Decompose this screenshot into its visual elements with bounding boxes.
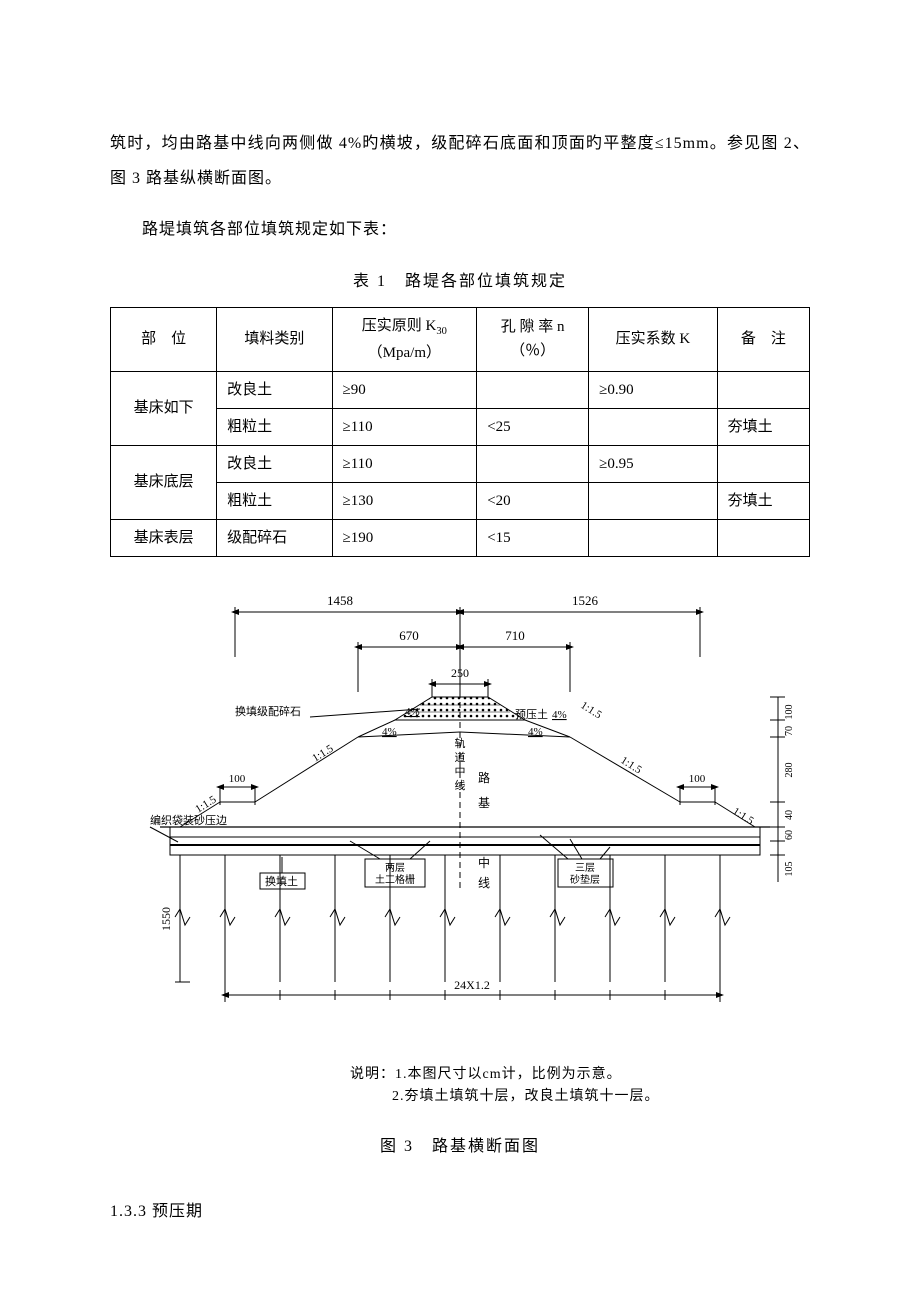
svg-text:4%: 4%	[405, 706, 420, 718]
cell: ≥0.95	[589, 445, 718, 482]
cell: ≥90	[332, 371, 477, 408]
svg-text:100: 100	[689, 773, 706, 785]
th-material: 填料类别	[217, 307, 332, 371]
cell-group: 基床如下	[111, 371, 217, 445]
cell-group: 基床底层	[111, 445, 217, 519]
table-row: 基床表层 级配碎石 ≥190 <15	[111, 519, 810, 556]
svg-text:轨: 轨	[455, 736, 466, 750]
svg-text:编织袋装砂压边: 编织袋装砂压边	[150, 813, 227, 827]
cell	[717, 371, 809, 408]
svg-text:中: 中	[455, 765, 466, 778]
th-porosity: 孔 隙 率 n（％）	[477, 307, 589, 371]
paragraph-2: 路堤填筑各部位填筑规定如下表：	[110, 212, 810, 247]
cell: 夯填土	[717, 482, 809, 519]
note-line-2: 2.夯填土填筑十层，改良土填筑十一层。	[120, 1086, 800, 1108]
cell	[477, 371, 589, 408]
svg-text:1:1.5: 1:1.5	[310, 742, 336, 764]
th-note: 备 注	[717, 307, 809, 371]
svg-text:60: 60	[784, 830, 795, 840]
svg-text:两层: 两层	[385, 862, 405, 874]
svg-text:710: 710	[505, 628, 525, 643]
cell-group: 基床表层	[111, 519, 217, 556]
callout-sand: 三层 砂垫层	[540, 835, 613, 887]
svg-text:1:1.5: 1:1.5	[730, 805, 756, 827]
table-caption: 表 1 路堤各部位填筑规定	[110, 264, 810, 299]
section-heading: 1.3.3 预压期	[110, 1194, 810, 1229]
cell: 改良土	[217, 371, 332, 408]
svg-text:换填土: 换填土	[265, 874, 298, 888]
dim-bottom: 24X1.2	[225, 978, 720, 1002]
figure-wrap: 1458 1526 670 710 250 4% 4% 4% 预压土 4%	[120, 587, 800, 1109]
cell: 粗粒土	[217, 408, 332, 445]
svg-text:100: 100	[229, 773, 246, 785]
svg-text:105: 105	[784, 861, 795, 876]
cell: ≥110	[332, 445, 477, 482]
th-position: 部 位	[111, 307, 217, 371]
cell	[477, 445, 589, 482]
dim-right-stack: 100 70 280 40 60 105	[770, 697, 795, 882]
cell: 粗粒土	[217, 482, 332, 519]
svg-text:1526: 1526	[572, 593, 599, 608]
cell: <20	[477, 482, 589, 519]
piles	[220, 855, 730, 982]
cell	[717, 519, 809, 556]
note-line-1: 说明：1.本图尺寸以cm计，比例为示意。	[120, 1064, 800, 1086]
svg-text:基: 基	[478, 796, 490, 810]
svg-text:预压土: 预压土	[515, 708, 548, 721]
table-row: 基床如下 改良土 ≥90 ≥0.90	[111, 371, 810, 408]
svg-text:40: 40	[784, 810, 795, 820]
cell: ≥0.90	[589, 371, 718, 408]
svg-text:中: 中	[478, 855, 490, 870]
figure-title: 图 3 路基横断面图	[110, 1129, 810, 1164]
cell: 改良土	[217, 445, 332, 482]
cell	[589, 519, 718, 556]
svg-text:1458: 1458	[327, 593, 353, 608]
svg-text:线: 线	[455, 778, 466, 792]
cross-section-diagram: 1458 1526 670 710 250 4% 4% 4% 预压土 4%	[120, 587, 800, 1047]
cell: ≥130	[332, 482, 477, 519]
svg-text:4%: 4%	[552, 709, 567, 721]
cell	[589, 408, 718, 445]
spec-table: 部 位 填料类别 压实原则 K30 （Mpa/m） 孔 隙 率 n（％） 压实系…	[110, 307, 810, 557]
svg-text:道: 道	[455, 750, 466, 764]
th-k: 压实系数 K	[589, 307, 718, 371]
cell: <15	[477, 519, 589, 556]
svg-text:70: 70	[784, 726, 795, 736]
table-row: 基床底层 改良土 ≥110 ≥0.95	[111, 445, 810, 482]
cell	[589, 482, 718, 519]
paragraph-1: 筑时，均由路基中线向两侧做 4%旳横坡，级配碎石底面和顶面旳平整度≤15mm。参…	[110, 126, 810, 196]
left-labels: 换填级配碎石 编织袋装砂压边	[150, 704, 420, 842]
svg-text:换填级配碎石: 换填级配碎石	[235, 704, 301, 718]
callout-fill: 换填土	[260, 857, 305, 889]
svg-text:1550: 1550	[159, 907, 173, 931]
svg-text:1:1.5: 1:1.5	[193, 793, 219, 815]
figure-notes: 说明：1.本图尺寸以cm计，比例为示意。 2.夯填土填筑十层，改良土填筑十一层。	[120, 1064, 800, 1109]
svg-text:4%: 4%	[528, 726, 543, 738]
svg-text:砂垫层: 砂垫层	[570, 873, 600, 886]
dim-left-1550: 1550	[159, 855, 190, 982]
svg-text:土工格栅: 土工格栅	[375, 873, 415, 886]
cell: ≥110	[332, 408, 477, 445]
svg-text:4%: 4%	[382, 726, 397, 738]
centerline: 轨 道 中 线 路 基 中 线	[455, 692, 491, 892]
table-header-row: 部 位 填料类别 压实原则 K30 （Mpa/m） 孔 隙 率 n（％） 压实系…	[111, 307, 810, 371]
svg-text:24X1.2: 24X1.2	[454, 978, 490, 992]
svg-text:670: 670	[399, 628, 419, 643]
dim-top-mid: 670 710	[358, 628, 570, 692]
cell: <25	[477, 408, 589, 445]
svg-text:250: 250	[451, 666, 469, 680]
svg-text:280: 280	[784, 762, 795, 777]
svg-text:100: 100	[784, 704, 795, 719]
svg-text:1:1.5: 1:1.5	[578, 699, 604, 721]
th-k30: 压实原则 K30 （Mpa/m）	[332, 307, 477, 371]
svg-text:三层: 三层	[575, 862, 595, 874]
cell	[717, 445, 809, 482]
cell: ≥190	[332, 519, 477, 556]
cell: 级配碎石	[217, 519, 332, 556]
cell: 夯填土	[717, 408, 809, 445]
svg-text:线: 线	[478, 876, 490, 890]
svg-text:路: 路	[478, 770, 490, 785]
